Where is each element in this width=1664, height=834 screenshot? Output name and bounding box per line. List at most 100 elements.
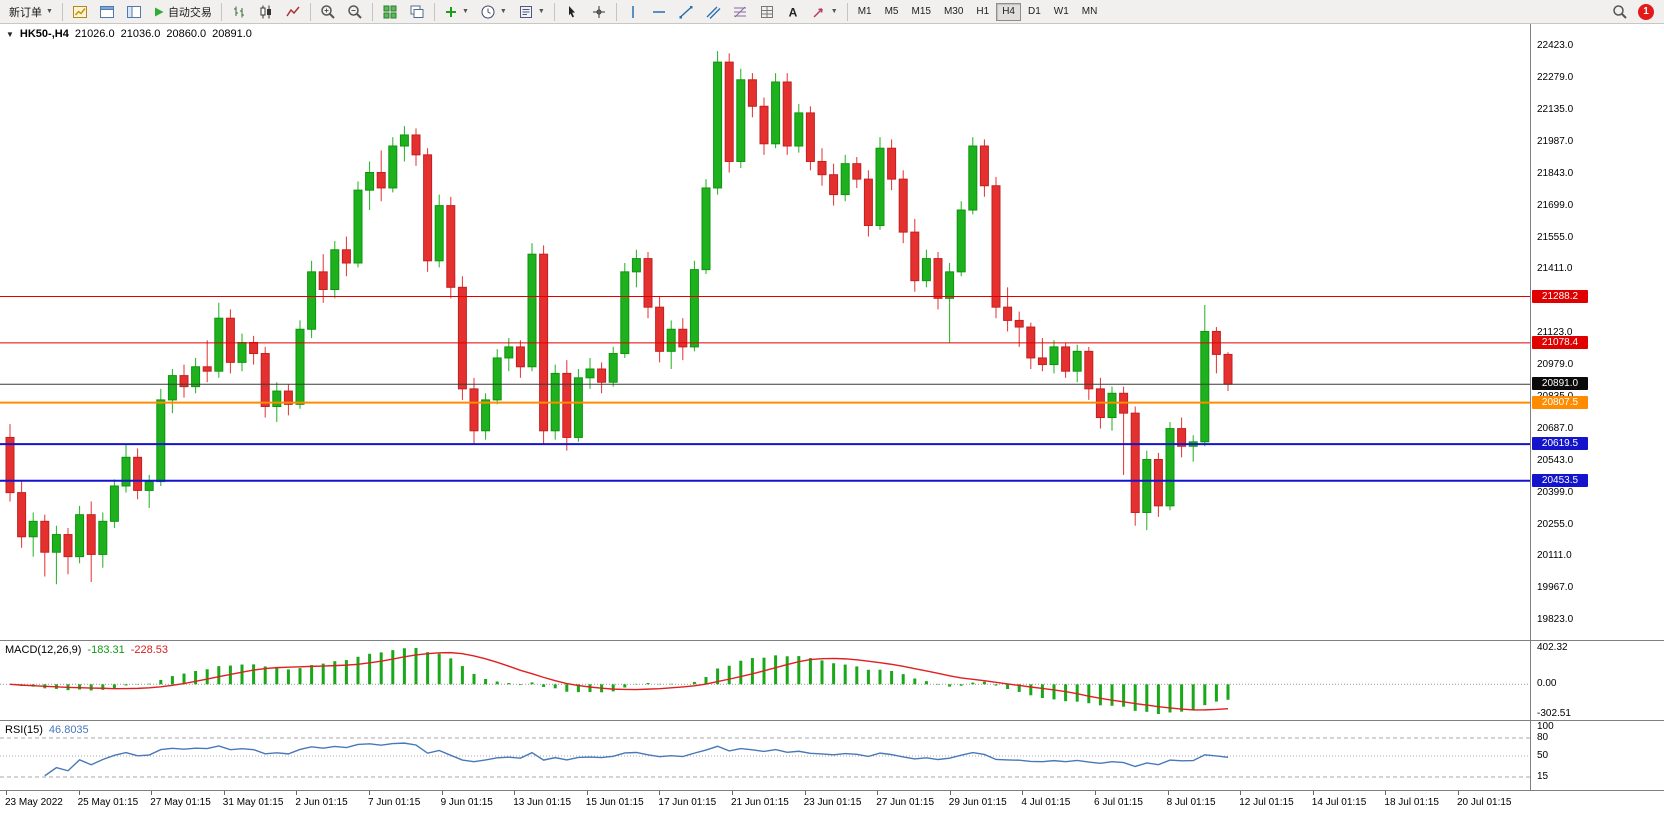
text-tool-icon[interactable]: A [781, 2, 805, 22]
candle-body [515, 346, 525, 368]
zoom-in-icon[interactable] [315, 2, 341, 22]
arrows-tool-icon[interactable]: ▼ [806, 2, 843, 22]
tile-windows-icon[interactable] [377, 2, 403, 22]
time-axis-tick [1022, 791, 1024, 795]
candle-body [28, 520, 38, 538]
candle-body [144, 481, 154, 491]
quick-trade-arrow-icon[interactable]: ▼ [6, 29, 14, 39]
fibonacci-tool-icon[interactable] [727, 2, 753, 22]
rsi-axis: 100 80 50 15 [1530, 721, 1664, 790]
grid-tool-icon[interactable] [754, 2, 780, 22]
candle-body [1107, 392, 1117, 419]
rsi-chart[interactable] [0, 721, 1530, 791]
candle-body [585, 368, 595, 379]
candle-body [17, 492, 27, 538]
vertical-line-tool-icon[interactable] [621, 2, 645, 22]
candle-body [678, 328, 688, 348]
timeframe-button-W1[interactable]: W1 [1048, 3, 1075, 21]
timeframe-button-M1[interactable]: M1 [852, 3, 878, 21]
candle-body [214, 317, 224, 372]
cursor-icon[interactable] [559, 2, 585, 22]
price-chart-panel[interactable]: ▼ HK50-,H4 21026.0 21036.0 20860.0 20891… [0, 24, 1664, 640]
candle-body [191, 366, 201, 388]
horizontal-line-tool-icon[interactable] [646, 2, 672, 22]
line-chart-icon[interactable] [280, 2, 306, 22]
candle-body [887, 147, 897, 180]
price-tag: 21288.2 [1532, 289, 1588, 303]
candle-body [75, 514, 85, 558]
time-axis-label: 21 Jun 01:15 [731, 797, 789, 808]
cascade-windows-icon[interactable] [404, 2, 430, 22]
timeframe-button-H1[interactable]: H1 [970, 3, 995, 21]
navigator-icon[interactable] [121, 2, 147, 22]
candle-body [701, 187, 711, 271]
candle-body [423, 154, 433, 262]
candle-body [434, 205, 444, 262]
search-icon[interactable] [1607, 2, 1633, 22]
candlestick-chart-icon[interactable] [253, 2, 279, 22]
price-axis-label: 22423.0 [1537, 40, 1574, 51]
candle-body [283, 390, 293, 405]
timeframe-button-M15[interactable]: M15 [906, 3, 937, 21]
time-axis-label: 29 Jun 01:15 [948, 797, 1007, 808]
time-axis-tick [1458, 791, 1459, 795]
macd-main-value: -183.31 [87, 644, 125, 656]
indicators-button[interactable]: ▼ [439, 2, 474, 22]
candle-body [933, 258, 943, 299]
candle-body [968, 145, 978, 211]
candle-body [689, 269, 699, 348]
candle-body [829, 174, 839, 196]
templates-button[interactable]: ▼ [513, 2, 550, 22]
time-axis-tick [6, 791, 7, 795]
candle-body [863, 178, 873, 226]
macd-panel[interactable]: MACD(12,26,9) -183.31 -228.53 402.32 0.00… [0, 640, 1664, 720]
time-axis-label: 25 May 01:15 [77, 797, 139, 808]
crosshair-icon[interactable] [586, 2, 612, 22]
time-axis-tick [732, 791, 733, 795]
rsi-panel[interactable]: RSI(15) 46.8035 100 80 50 15 [0, 720, 1664, 790]
time-axis-label: 13 Jun 01:15 [513, 797, 572, 808]
candle-body [98, 520, 108, 555]
timeframe-button-H4[interactable]: H4 [996, 2, 1021, 21]
time-axis-label: 20 Jul 01:15 [1457, 797, 1512, 808]
candle-body [1061, 346, 1071, 372]
candle-body [643, 258, 653, 308]
time-axis[interactable]: 23 May 2022 25 May 01:15 27 May 01:15 31 Ma… [0, 790, 1664, 816]
zoom-out-icon[interactable] [342, 2, 368, 22]
bar-chart-icon[interactable] [226, 2, 252, 22]
time-axis-label: 6 Jul 01:15 [1094, 797, 1143, 808]
timeframe-button-D1[interactable]: D1 [1022, 3, 1047, 21]
periods-button[interactable]: ▼ [475, 2, 512, 22]
price-axis-label: 20687.0 [1537, 423, 1574, 435]
market-watch-icon[interactable] [67, 2, 93, 22]
time-axis-label: 9 Jun 01:15 [440, 797, 493, 808]
time-axis-label: 17 Jun 01:15 [658, 797, 717, 808]
price-axis[interactable]: 22423.0 22279.0 22135.0 21987.0 21843.0 21699… [1530, 24, 1664, 640]
time-axis-label: 14 Jul 01:15 [1311, 797, 1367, 808]
notification-badge[interactable]: 1 [1638, 3, 1654, 20]
macd-chart[interactable] [0, 641, 1530, 721]
rsi-scale-label: 80 [1537, 732, 1549, 743]
candle-body [63, 534, 73, 558]
candle-body [921, 258, 931, 282]
timeframe-button-M5[interactable]: M5 [879, 3, 905, 21]
time-axis-label: 12 Jul 01:15 [1239, 797, 1294, 808]
channel-tool-icon[interactable] [700, 2, 726, 22]
candle-body [910, 231, 920, 282]
timeframe-button-MN[interactable]: MN [1076, 3, 1104, 21]
toolbar-separator [371, 2, 373, 21]
price-axis-label: 22135.0 [1537, 103, 1574, 115]
timeframe-button-M30[interactable]: M30 [938, 3, 969, 21]
new-order-button[interactable]: 新订单 ▼ [4, 2, 58, 22]
candle-body [620, 271, 630, 355]
autotrading-button[interactable]: 自动交易 [148, 2, 217, 22]
time-axis-tick [1095, 791, 1096, 795]
trendline-tool-icon[interactable] [673, 2, 699, 22]
candlestick-chart[interactable] [0, 24, 1530, 640]
data-window-icon[interactable] [94, 2, 120, 22]
price-axis-label: 22279.0 [1537, 71, 1574, 83]
play-icon [154, 7, 164, 16]
chevron-down-icon: ▼ [461, 8, 469, 15]
chevron-down-icon: ▼ [46, 8, 53, 15]
price-tag: 20807.5 [1532, 395, 1588, 409]
